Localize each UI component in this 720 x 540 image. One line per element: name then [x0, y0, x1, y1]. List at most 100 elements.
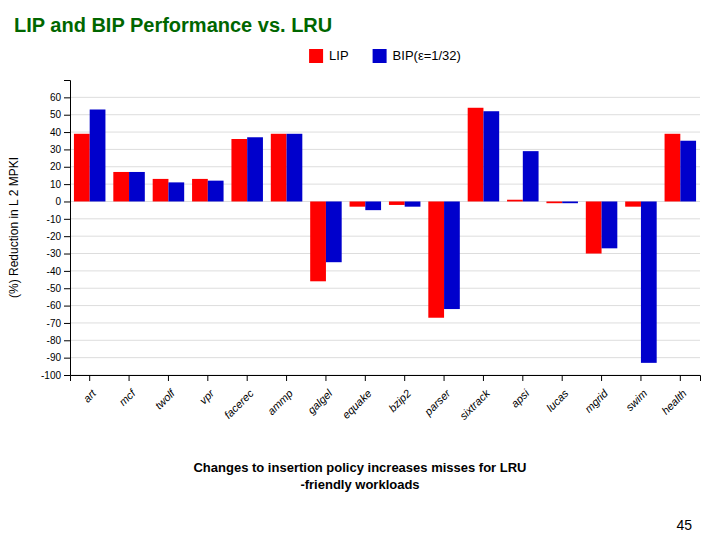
grid-line — [70, 97, 700, 98]
tick: -30 — [47, 248, 70, 259]
tick-label: twolf — [152, 386, 177, 411]
tick-mark — [64, 288, 70, 289]
tick: swim — [623, 375, 649, 413]
bar — [310, 201, 326, 281]
tick-mark — [601, 375, 602, 381]
tick: facerec — [222, 375, 256, 421]
bar — [602, 201, 618, 248]
tick: lucas — [544, 375, 571, 414]
tick: -80 — [47, 335, 70, 346]
tick-label: 20 — [50, 161, 62, 172]
grid-line — [70, 322, 700, 323]
y-axis-title: (%) Reduction in L 2 MPKI — [7, 157, 21, 298]
bar — [326, 201, 342, 262]
tick-mark — [562, 375, 563, 381]
bar — [428, 201, 444, 317]
tick: -90 — [47, 352, 70, 363]
legend-item: BIP(ε=1/32) — [373, 48, 461, 63]
tick-label: health — [659, 387, 689, 417]
bar — [168, 182, 184, 201]
tick-mark — [64, 97, 70, 98]
tick-mark — [522, 375, 523, 381]
tick-label: -100 — [41, 370, 61, 381]
tick-label: art — [81, 386, 99, 404]
bar — [680, 141, 696, 202]
bar — [444, 201, 460, 309]
bar — [271, 134, 287, 202]
tick: -10 — [47, 214, 70, 225]
tick: 50 — [50, 109, 70, 120]
tick-mark — [404, 375, 405, 381]
tick-mark — [64, 149, 70, 150]
tick-label: galgel — [305, 387, 335, 417]
tick-label: swim — [623, 387, 649, 413]
tick: 40 — [50, 127, 70, 138]
bar — [231, 139, 247, 201]
grid-line — [70, 305, 700, 306]
tick-label: 0 — [55, 196, 61, 207]
tick: parser — [421, 375, 453, 418]
legend: LIP BIP(ε=1/32) — [309, 48, 461, 63]
legend-swatch — [373, 49, 387, 63]
chart: LIP and BIP Performance vs. LRU-100-90-8… — [0, 0, 720, 540]
tick: galgel — [305, 375, 335, 416]
grid-line — [70, 288, 700, 289]
bars — [74, 108, 696, 363]
bar — [287, 134, 303, 202]
tick-mark — [64, 340, 70, 341]
tick-mark — [64, 132, 70, 133]
grid-line — [70, 114, 700, 115]
tick-mark — [64, 167, 70, 168]
tick-label: ammp — [265, 387, 295, 417]
bar — [507, 200, 523, 202]
tick-label: -70 — [47, 318, 62, 329]
bar — [523, 151, 539, 201]
bar — [74, 134, 90, 202]
tick-mark — [247, 375, 248, 381]
bar-series — [74, 108, 680, 318]
bar — [546, 201, 562, 203]
tick: 0 — [55, 196, 70, 207]
tick-mark — [64, 306, 70, 307]
tick-mark — [64, 254, 70, 255]
grid-line — [70, 166, 700, 167]
tick-label: bzip2 — [386, 387, 413, 414]
bar — [562, 201, 578, 203]
tick: ammp — [265, 375, 295, 417]
tick-mark — [483, 375, 484, 381]
tick-mark — [64, 201, 70, 202]
tick: sixtrack — [457, 375, 492, 422]
tick-label: -10 — [47, 214, 62, 225]
tick-mark — [129, 375, 130, 381]
tick: -100 — [41, 370, 70, 381]
bar — [113, 172, 129, 202]
bar — [483, 111, 499, 201]
subtitle: Changes to insertion policy increases mi… — [193, 460, 526, 492]
tick-label: -30 — [47, 248, 62, 259]
tick: -40 — [47, 266, 70, 277]
tick-mark — [64, 271, 70, 272]
tick-mark — [64, 375, 70, 376]
grid-line — [70, 149, 700, 150]
tick-label: sixtrack — [457, 387, 492, 422]
annotation: 45 — [676, 517, 692, 533]
legend-item: LIP — [309, 48, 349, 63]
plot: -100-90-80-70-60-50-40-30-20-10010203040… — [41, 81, 701, 422]
tick-label: -90 — [47, 352, 62, 363]
tick-mark — [89, 375, 90, 381]
bar — [365, 201, 381, 210]
tick-mark — [640, 375, 641, 381]
tick-label: equake — [340, 387, 374, 421]
legend-swatch — [309, 49, 323, 63]
bar-series — [90, 110, 696, 363]
bar — [192, 179, 208, 202]
tick-label: facerec — [222, 387, 256, 421]
bar — [389, 201, 405, 204]
axis-line — [71, 376, 701, 382]
bar — [247, 137, 263, 201]
tick-label: 60 — [50, 92, 62, 103]
grid-line — [70, 340, 700, 341]
tick-label: 50 — [50, 109, 62, 120]
title: LIP and BIP Performance vs. LRU — [14, 14, 332, 36]
tick: 10 — [50, 179, 70, 190]
